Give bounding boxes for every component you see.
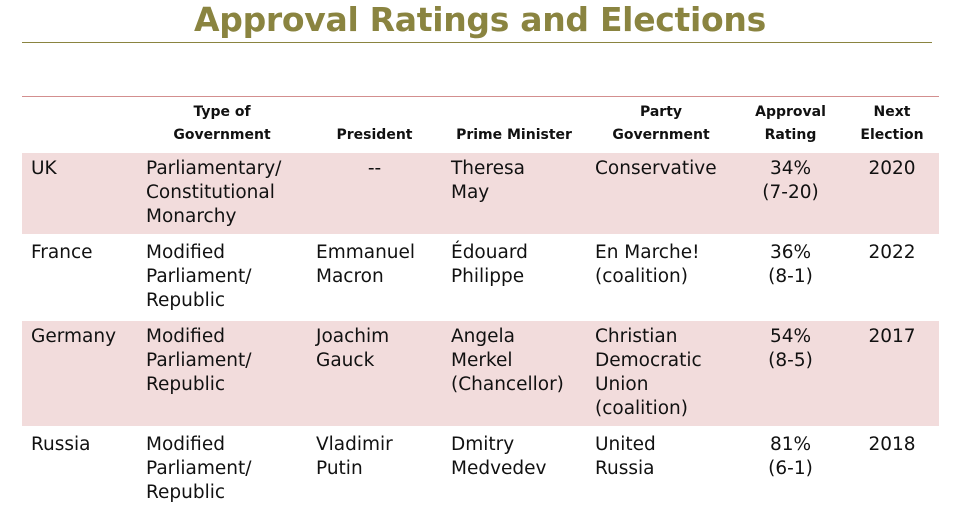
country-cell: Germany [22, 319, 137, 428]
header-next-election: Next Election [845, 96, 939, 153]
header-next-election-label: Next Election [860, 104, 924, 143]
government-type-cell: Parliamentary/ Constitutional Monarchy [137, 152, 307, 236]
header-party-government: Party Government [586, 96, 736, 153]
approval-cell: 34% (7-20) [736, 152, 845, 236]
prime-minister-cell: Angela Merkel (Chancellor) [442, 319, 586, 428]
header-prime-minister: Prime Minister [442, 96, 586, 153]
header-party-government-label: Party Government [612, 104, 710, 143]
approval-cell: 36% (8-1) [768, 242, 813, 287]
table-row: Germany Modified Parliament/ Republic Jo… [22, 319, 939, 428]
party-cell: Conservative [586, 152, 736, 236]
approval-cell: 54% (8-5) [736, 319, 845, 428]
next-election-cell: 2022 [868, 242, 916, 263]
party-cell: En Marche! (coalition) [595, 242, 700, 287]
party-cell: United Russia [595, 434, 656, 479]
table-row: Russia Modified Parliament/ Republic Vla… [22, 428, 939, 512]
title-divider [22, 42, 932, 43]
table-row: UK Parliamentary/ Constitutional Monarch… [22, 152, 939, 236]
header-approval-rating: Approval Rating [736, 96, 845, 153]
slide-title: Approval Ratings and Elections [194, 0, 766, 39]
president-cell: Joachim Gauck [307, 319, 442, 428]
party-cell: Christian Democratic Union (coalition) [586, 319, 736, 428]
country-cell: France [31, 242, 93, 263]
next-election-cell: 2017 [845, 319, 939, 428]
president-cell: -- [307, 152, 442, 236]
prime-minister-cell: Theresa May [442, 152, 586, 236]
country-cell: Russia [31, 434, 91, 455]
header-approval-rating-label: Approval Rating [755, 104, 826, 143]
president-cell: Emmanuel Macron [316, 242, 416, 287]
header-government-type: Type of Government [137, 96, 307, 153]
government-type-cell: Modified Parliament/ Republic [146, 242, 252, 311]
approval-ratings-table: Type of Government President Prime Minis… [22, 96, 939, 513]
president-cell: Vladimir Putin [316, 434, 393, 479]
government-type-cell: Modified Parliament/ Republic [146, 434, 252, 503]
table-row: France Modified Parliament/ Republic Emm… [22, 236, 939, 320]
header-country [22, 96, 137, 153]
country-cell: UK [22, 152, 137, 236]
next-election-cell: 2020 [845, 152, 939, 236]
prime-minister-cell: Édouard Philippe [451, 242, 528, 287]
prime-minister-cell: Dmitry Medvedev [451, 434, 547, 479]
next-election-cell: 2018 [868, 434, 916, 455]
header-president: President [307, 96, 442, 153]
table-header-row: Type of Government President Prime Minis… [22, 96, 939, 153]
government-type-cell: Modified Parliament/ Republic [137, 319, 307, 428]
approval-cell: 81% (6-1) [768, 434, 813, 479]
header-government-type-label: Type of Government [173, 104, 271, 143]
